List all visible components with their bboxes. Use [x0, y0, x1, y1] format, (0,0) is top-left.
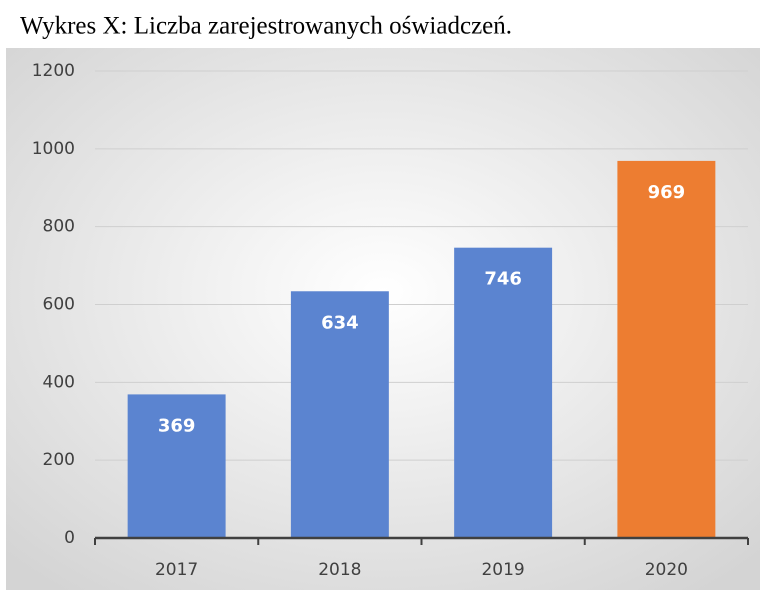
- x-tick-label: 2020: [645, 560, 688, 580]
- y-tick-label: 400: [43, 372, 75, 392]
- data-label: 969: [648, 182, 686, 203]
- bar: [127, 394, 226, 538]
- y-tick-label: 200: [43, 450, 75, 470]
- data-label: 634: [321, 312, 359, 333]
- chart-title: Wykres X: Liczba zarejestrowanych oświad…: [20, 13, 512, 40]
- y-tick-label: 600: [43, 295, 75, 315]
- bar: [454, 247, 553, 538]
- x-tick-label: 2019: [481, 560, 524, 580]
- data-label: 746: [484, 269, 522, 290]
- x-tick-label: 2018: [318, 560, 361, 580]
- y-tick-label: 0: [64, 528, 75, 548]
- x-tick-label: 2017: [155, 560, 198, 580]
- y-tick-label: 1000: [32, 139, 75, 159]
- y-tick-label: 800: [43, 217, 75, 237]
- y-tick-label: 1200: [32, 61, 75, 81]
- bar: [617, 160, 716, 538]
- bar: [290, 291, 389, 538]
- data-label: 369: [158, 415, 196, 436]
